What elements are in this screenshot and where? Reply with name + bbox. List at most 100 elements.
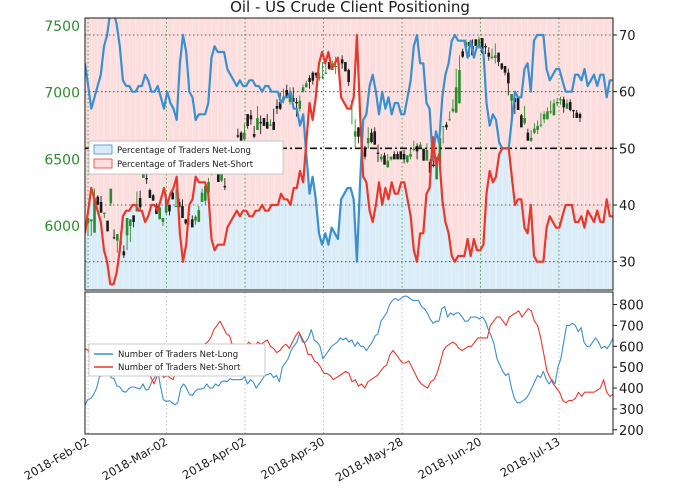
- candle-body: [298, 100, 302, 109]
- candle-body: [308, 78, 311, 82]
- chart-title: Oil - US Crude Client Positioning: [230, 0, 470, 16]
- candle-body: [549, 111, 552, 113]
- candle-body: [291, 98, 295, 102]
- net-short-count-line: [85, 308, 613, 404]
- bottom-axis-tick-label: 400: [619, 382, 644, 397]
- right-axis-tick-label: 30: [619, 256, 636, 271]
- top-legend-box: [88, 140, 284, 175]
- bottom-axis-tick-label: 600: [619, 340, 644, 355]
- candle-body: [555, 102, 559, 104]
- candle-body: [327, 62, 331, 69]
- bottom-panel-frame: [84, 291, 614, 435]
- x-axis-date-label: 2018-Jul-13: [498, 434, 563, 479]
- candle-body: [334, 66, 337, 67]
- candle-body: [353, 131, 357, 137]
- legend-label-net-short-count: Number of Traders Net-Short: [118, 363, 241, 373]
- net-short-area: [85, 18, 613, 285]
- top-panel-background: [85, 18, 613, 290]
- x-axis-date-label: 2018-Apr-30: [258, 434, 327, 482]
- candle-body: [174, 206, 178, 207]
- candle-body: [536, 126, 539, 130]
- candle-body: [246, 114, 249, 126]
- net-short-percent-line: [85, 33, 613, 286]
- candle-body: [383, 155, 386, 165]
- candle-body: [138, 198, 142, 208]
- candle-body: [370, 132, 373, 142]
- candle-body: [125, 218, 129, 236]
- bottom-axis-tick-label: 500: [619, 361, 644, 376]
- x-axis-date-label: 2018-Jun-20: [416, 434, 484, 482]
- candle-body: [278, 102, 282, 109]
- candle-body: [321, 76, 324, 78]
- candle-body: [171, 192, 175, 200]
- candle-body: [448, 119, 451, 121]
- candle-body: [314, 72, 318, 76]
- candle-body: [158, 207, 161, 220]
- candle-body: [425, 150, 429, 161]
- candle-body: [461, 51, 465, 57]
- candle-body: [389, 156, 393, 160]
- candle-body: [480, 38, 484, 53]
- candle-body: [145, 178, 148, 180]
- candle-body: [474, 39, 478, 46]
- right-axis-tick-label: 60: [619, 86, 636, 101]
- right-axis-tick-label: 50: [619, 142, 636, 157]
- bottom-axis-tick-label: 300: [619, 403, 644, 418]
- x-axis-date-label: 2018-Feb-02: [22, 434, 92, 482]
- candle-body: [301, 87, 305, 92]
- right-axis-tick-label: 70: [619, 29, 636, 44]
- candle-body: [256, 118, 259, 130]
- candle-body: [529, 138, 533, 141]
- candle-body: [259, 122, 262, 124]
- net-long-percent-line: [85, 18, 613, 263]
- candle-body: [194, 216, 197, 221]
- candle-body: [243, 132, 246, 140]
- candle-body: [376, 152, 380, 154]
- candle-body: [572, 110, 575, 112]
- bottom-panel-series: [85, 295, 613, 406]
- candle-body: [168, 204, 171, 212]
- candle-body: [533, 128, 536, 133]
- candle-body: [106, 220, 109, 232]
- candle-body: [357, 127, 360, 137]
- x-axis-date-label: 2018-Apr-02: [180, 434, 249, 482]
- left-axis-tick-label: 7000: [44, 86, 80, 102]
- candle-body: [552, 103, 556, 116]
- candle-body: [441, 126, 445, 127]
- candle-body: [366, 138, 370, 144]
- candle-body: [392, 154, 396, 160]
- top-legend: Percentage of Traders Net-Long Percentag…: [88, 140, 284, 175]
- candle-body: [344, 62, 347, 72]
- candle-body: [285, 90, 289, 98]
- candle-body: [340, 59, 344, 64]
- candle-body: [396, 154, 399, 160]
- candle-body: [445, 124, 448, 128]
- candle-body: [181, 206, 184, 218]
- candle-body: [305, 83, 308, 88]
- candle-body: [458, 70, 461, 104]
- candle-body: [565, 103, 569, 109]
- candle-body: [578, 114, 582, 118]
- candle-body: [484, 46, 487, 48]
- candle-body: [500, 63, 504, 69]
- candle-body: [493, 55, 497, 58]
- x-axis-date-label: 2018-May-28: [333, 434, 406, 484]
- bottom-legend: Number of Traders Net-Long Number of Tra…: [88, 343, 266, 377]
- candle-body: [86, 218, 90, 224]
- candle-body: [129, 219, 132, 226]
- candle-body: [487, 52, 491, 57]
- candle-body: [477, 39, 481, 46]
- candle-body: [252, 134, 256, 137]
- candle-body: [116, 234, 119, 241]
- candle-body: [318, 76, 321, 78]
- top-panel-grid: [85, 18, 613, 290]
- candle-body: [324, 72, 328, 74]
- candle-body: [542, 114, 546, 120]
- bottom-axis-tick-label: 800: [619, 299, 644, 314]
- candle-body: [575, 112, 579, 118]
- candle-body: [161, 218, 165, 222]
- top-panel-frame: [84, 17, 614, 291]
- candle-body: [295, 102, 298, 104]
- bottom-axis-tick-label: 700: [619, 319, 644, 334]
